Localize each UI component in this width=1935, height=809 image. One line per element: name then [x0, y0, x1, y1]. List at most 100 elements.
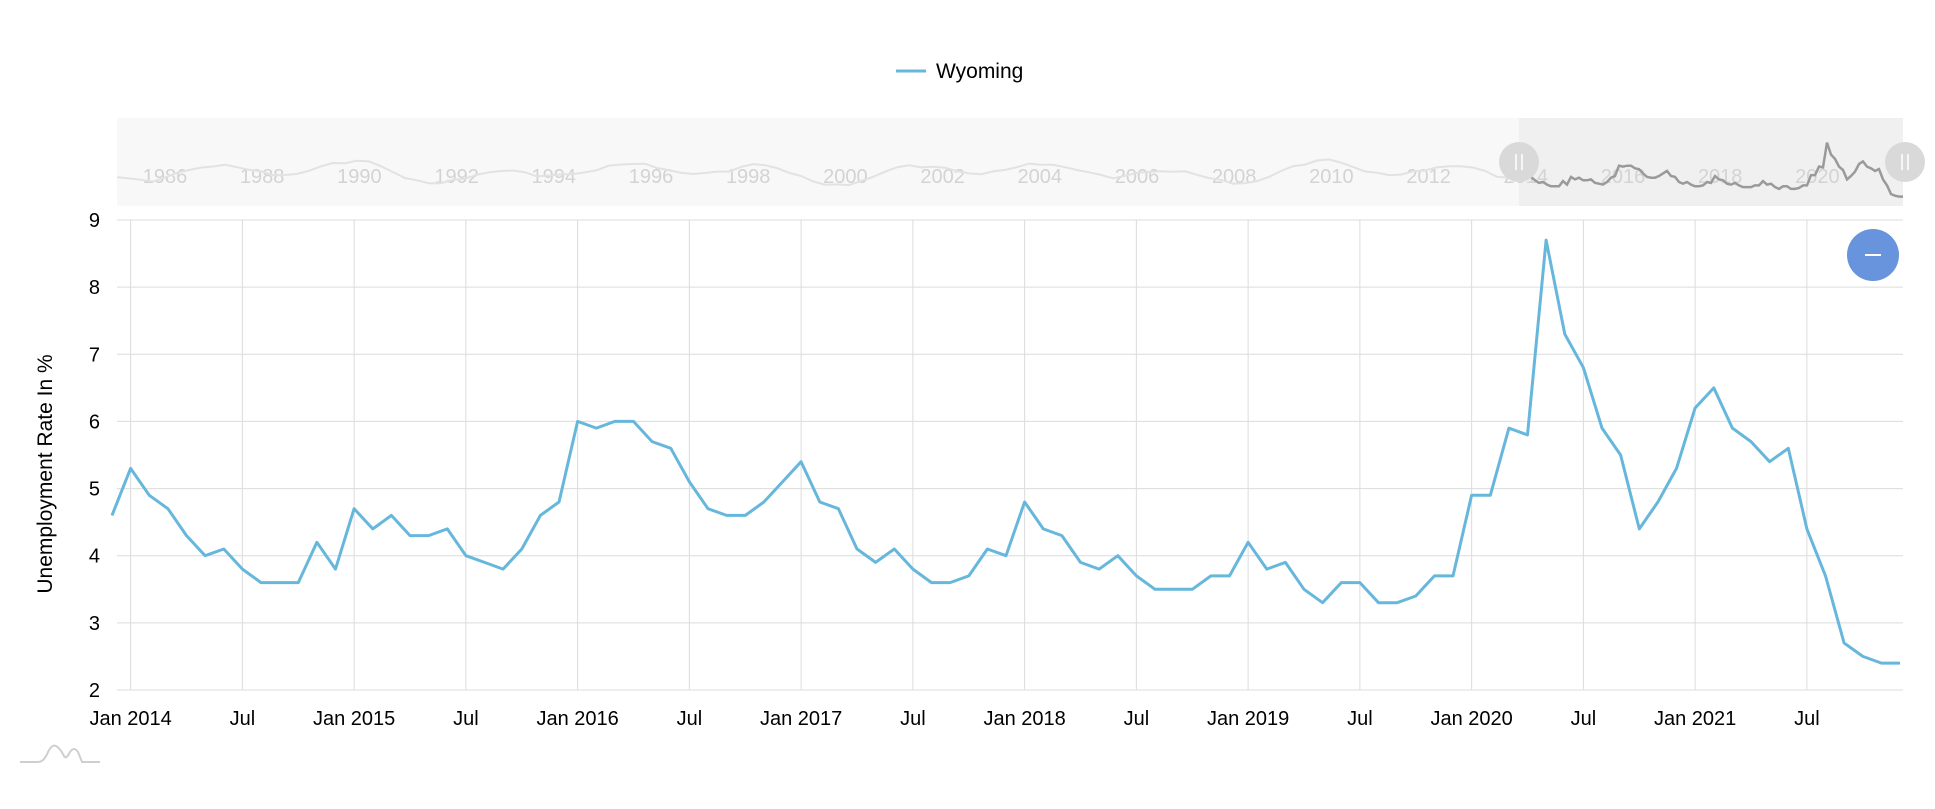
- data-point: [1265, 567, 1269, 571]
- data-point: [1209, 574, 1213, 578]
- data-point: [1004, 554, 1008, 558]
- y-tick-label: 3: [89, 613, 100, 635]
- zoom-out-button[interactable]: [1847, 229, 1899, 281]
- data-point: [781, 480, 785, 484]
- legend[interactable]: Wyoming: [896, 60, 1023, 83]
- navigator-selected-line: [1517, 142, 1903, 198]
- y-tick-label: 5: [89, 479, 100, 501]
- data-point: [1134, 574, 1138, 578]
- x-tick-label: Jan 2016: [536, 708, 618, 730]
- data-point: [818, 500, 822, 504]
- data-point: [1153, 587, 1157, 591]
- data-point: [985, 547, 989, 551]
- data-point: [129, 466, 133, 470]
- series-points: [110, 238, 1902, 665]
- data-point: [1470, 493, 1474, 497]
- data-point: [427, 534, 431, 538]
- navigator-year-label: 2020: [1795, 166, 1840, 188]
- data-point: [1395, 601, 1399, 605]
- data-point: [520, 547, 524, 551]
- data-point: [1898, 661, 1902, 665]
- x-tick-label: Jul: [230, 708, 256, 730]
- x-tick-label: Jul: [453, 708, 479, 730]
- data-point: [799, 460, 803, 464]
- y-axis-title: Unemployment Rate In %: [34, 354, 57, 593]
- data-point: [389, 513, 393, 517]
- data-point: [1879, 661, 1883, 665]
- chart-library-logo[interactable]: [20, 744, 100, 763]
- data-point: [1563, 332, 1567, 336]
- data-point: [352, 507, 356, 511]
- series-line-wyoming[interactable]: [110, 238, 1900, 665]
- data-point: [1581, 366, 1585, 370]
- data-point: [855, 547, 859, 551]
- y-tick-label: 6: [89, 411, 100, 433]
- navigator-year-label: 2008: [1212, 166, 1257, 188]
- data-point: [1712, 386, 1716, 390]
- data-point: [836, 507, 840, 511]
- y-tick-label: 7: [89, 344, 100, 366]
- data-point: [1339, 581, 1343, 585]
- data-point: [1079, 560, 1083, 564]
- data-point: [1637, 527, 1641, 531]
- x-axis-tick-labels: Jan 2014 Jul Jan 2015 Jul Jan 2016 Jul Jan 201…: [89, 708, 1819, 730]
- navigator-selected-range[interactable]: [1519, 118, 1903, 206]
- data-point: [1544, 238, 1548, 242]
- navigator-scrollbar[interactable]: 1986 1988 1990 1992 1994 1996 1998 2000 2002 2004…: [116, 118, 1925, 206]
- data-point: [408, 534, 412, 538]
- x-tick-label: Jul: [900, 708, 926, 730]
- data-point: [1321, 601, 1325, 605]
- x-tick-label: Jul: [1347, 708, 1373, 730]
- left-grip-circle[interactable]: [1499, 142, 1539, 182]
- x-tick-label: Jan 2021: [1654, 708, 1736, 730]
- data-point: [222, 547, 226, 551]
- data-point: [613, 419, 617, 423]
- data-point: [706, 507, 710, 511]
- logo-icon[interactable]: [20, 744, 100, 763]
- data-point: [743, 513, 747, 517]
- data-point: [762, 500, 766, 504]
- x-tick-label: Jul: [677, 708, 703, 730]
- data-point: [203, 554, 207, 558]
- data-point: [483, 560, 487, 564]
- x-tick-label: Jan 2014: [89, 708, 171, 730]
- grid-lines: [117, 219, 1903, 691]
- data-point: [1786, 446, 1790, 450]
- data-point: [911, 567, 915, 571]
- legend-label-wyoming: Wyoming: [936, 60, 1023, 83]
- navigator-left-grip[interactable]: [1499, 142, 1539, 182]
- data-point: [240, 567, 244, 571]
- data-point: [967, 574, 971, 578]
- data-point: [1228, 574, 1232, 578]
- data-point: [650, 440, 654, 444]
- data-point: [1488, 493, 1492, 497]
- x-tick-label: Jan 2019: [1207, 708, 1289, 730]
- navigator-year-label: 2002: [920, 166, 965, 188]
- data-point: [445, 527, 449, 531]
- data-point: [725, 513, 729, 517]
- navigator-year-label: 2004: [1018, 166, 1063, 188]
- navigator-year-label: 1988: [240, 166, 285, 188]
- data-point: [1190, 587, 1194, 591]
- x-tick-label: Jul: [1124, 708, 1150, 730]
- data-point: [687, 480, 691, 484]
- data-point: [1041, 527, 1045, 531]
- data-point: [464, 554, 468, 558]
- data-point: [334, 567, 338, 571]
- data-point: [874, 560, 878, 564]
- data-point: [1861, 654, 1865, 658]
- navigator-year-label: 1996: [629, 166, 674, 188]
- navigator-year-label: 1998: [726, 166, 771, 188]
- data-point: [1619, 453, 1623, 457]
- data-point: [1824, 574, 1828, 578]
- data-point: [1246, 540, 1250, 544]
- right-grip-circle[interactable]: [1885, 142, 1925, 182]
- data-point: [1451, 574, 1455, 578]
- navigator-right-grip[interactable]: [1885, 142, 1925, 182]
- data-point: [1805, 527, 1809, 531]
- data-point: [1358, 581, 1362, 585]
- data-point: [892, 547, 896, 551]
- data-point: [110, 513, 114, 517]
- data-point: [1693, 406, 1697, 410]
